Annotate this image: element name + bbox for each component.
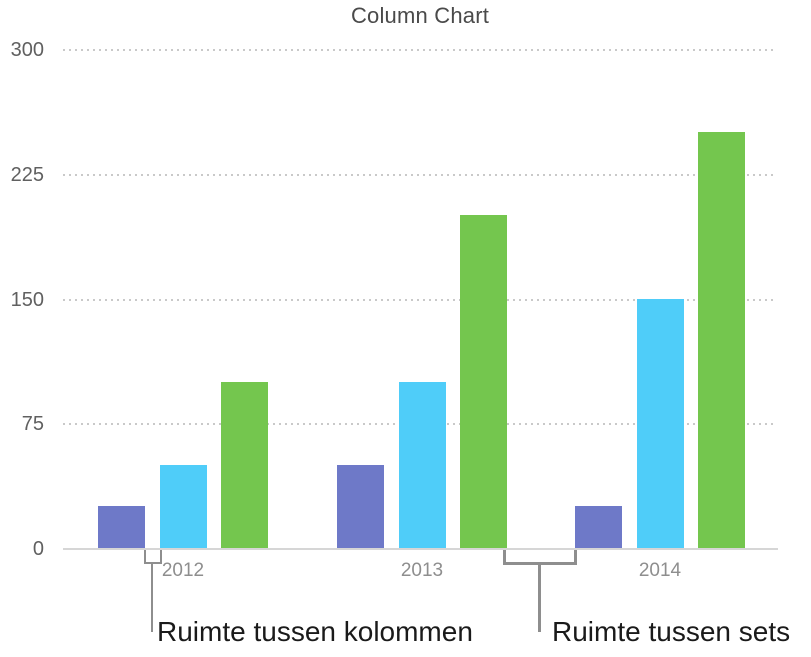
bar-2012-cyan-series [159,464,207,548]
bar-2014-cyan-series [636,298,684,548]
between-columns-leader-line [151,562,153,632]
bar-2014-green-series [698,132,745,548]
between-sets-annotation: Ruimte tussen sets [552,616,791,647]
bar-2013-cyan-series [398,381,446,548]
y-tick-label-225: 225 [10,163,44,186]
y-tick-label-0: 0 [32,538,44,560]
between-columns-annotation: Ruimte tussen kolommen [157,616,473,647]
y-gridline-225 [63,173,777,176]
bar-2013-purple-series [337,464,384,548]
y-gridline-300 [63,49,777,51]
bar-2013-green-series [460,215,507,548]
bar-2014-purple-series [575,506,622,548]
y-tick-label-150: 150 [10,288,44,311]
x-axis-line [63,548,778,550]
x-tick-label-2013: 2013 [400,560,444,581]
y-tick-label-75: 75 [21,413,44,436]
y-tick-label-300: 300 [10,39,44,61]
between-columns-bracket [144,550,162,564]
y-gridline-150 [63,298,777,301]
between-sets-leader-line [538,563,541,632]
bar-2012-green-series [221,381,268,548]
x-tick-label-2014: 2014 [638,560,682,581]
x-tick-label-2012: 2012 [161,560,205,581]
bar-2012-purple-series [98,506,145,548]
chart-title: Column Chart [350,3,490,28]
